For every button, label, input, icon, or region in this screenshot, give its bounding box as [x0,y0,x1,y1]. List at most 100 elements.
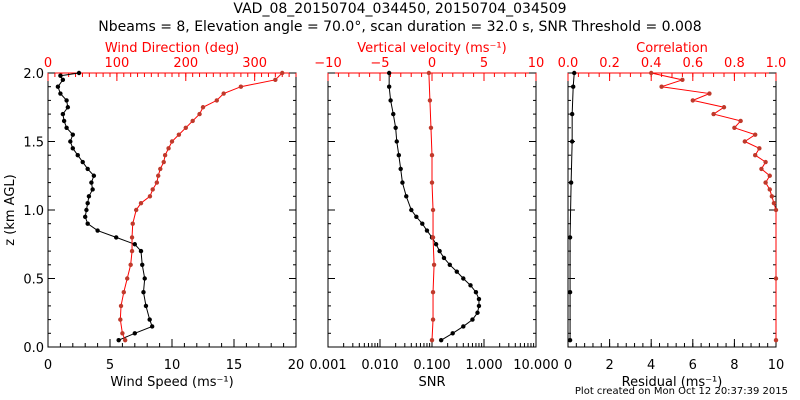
top-tick-label: 5 [480,56,488,71]
data-point [138,200,144,206]
footer-timestamp: Plot created on Mon Oct 12 20:37:39 2015 [574,386,788,397]
data-point [120,331,125,336]
top-axis-label: Wind Direction (deg) [105,41,239,56]
chart-title: VAD_08_20150704_034450, 20150704_034509 [233,1,567,17]
y-tick-label: 0.0 [23,341,44,356]
data-point [166,146,171,151]
data-point [769,194,775,199]
data-point [400,180,405,185]
data-point [197,111,202,117]
x-tick-label: 4 [647,358,655,373]
data-point [386,70,392,76]
data-point [470,317,475,322]
data-point [427,98,433,103]
data-point [85,200,90,206]
top-axis-label: Correlation [636,41,708,56]
top-axis-label: Vertical velocity (ms⁻¹) [357,41,506,56]
x-tick-label: 1.000 [465,358,502,373]
data-point [85,221,90,226]
y-tick-label: 1.0 [23,204,44,219]
data-point [759,166,764,172]
data-point [468,283,473,288]
data-point [65,105,71,110]
data-point [91,173,97,178]
data-point [141,290,146,295]
data-point [567,337,573,343]
data-point [85,166,90,172]
chart-subtitle: Nbeams = 8, Elevation angle = 70.0°, sca… [98,19,702,35]
top-tick-label: 1.0 [766,56,787,71]
x-tick-label: 0 [44,358,52,373]
data-point [128,262,133,267]
data-point [125,276,130,281]
data-point [214,98,219,103]
data-point [129,235,135,240]
data-point [60,77,66,83]
data-point [404,194,409,199]
data-point [147,317,152,322]
data-point [767,173,772,178]
data-point [121,290,126,295]
top-tick-label: 10 [528,56,545,71]
data-point [55,84,61,89]
data-point [441,255,447,261]
data-point [572,70,577,76]
data-point [568,180,574,185]
data-point [430,317,436,322]
data-point [90,187,95,192]
x-tick-label: 20 [288,358,305,373]
data-point [149,324,155,329]
data-point [447,262,453,267]
top-tick-label: 0.0 [558,56,579,71]
data-point [147,194,153,199]
data-point [158,166,163,172]
data-point [742,139,747,144]
data-point [280,70,285,76]
data-point [707,91,712,96]
data-point [176,132,182,137]
data-point [162,153,168,158]
data-point [763,159,768,165]
data-point [68,139,73,144]
data-point [454,269,460,274]
top-tick-label: 0.8 [724,56,745,71]
data-point [61,118,67,124]
data-point [183,125,188,130]
data-point [433,242,439,247]
data-point [386,84,392,89]
data-point [133,207,139,213]
data-point [394,139,399,144]
x-axis-label: Wind Speed (ms⁻¹) [110,375,233,390]
data-point [649,70,654,76]
data-point [711,111,716,117]
data-point [430,290,436,295]
y-tick-label: 1.5 [23,136,44,151]
top-tick-label: 0.4 [641,56,662,71]
data-point [161,159,166,165]
data-point [190,118,195,124]
data-point [154,180,160,185]
top-tick-label: 0 [44,56,52,71]
data-point [129,248,135,254]
data-point [461,324,466,329]
data-point [64,98,69,103]
data-point [571,84,576,89]
data-point [438,337,444,343]
data-point [150,187,155,192]
top-tick-label: 300 [242,56,267,71]
data-point [659,84,664,89]
data-point [430,235,436,240]
data-point [773,207,779,213]
data-point [753,132,758,137]
data-point [76,70,82,76]
data-point [200,105,206,110]
top-tick-label: 0.6 [682,56,703,71]
data-point [60,111,66,117]
data-point [118,303,124,309]
data-point [122,337,128,343]
x-tick-label: 2 [605,358,613,373]
data-point [420,221,425,226]
data-point [569,139,575,144]
data-point [396,153,402,158]
data-point [140,262,145,267]
